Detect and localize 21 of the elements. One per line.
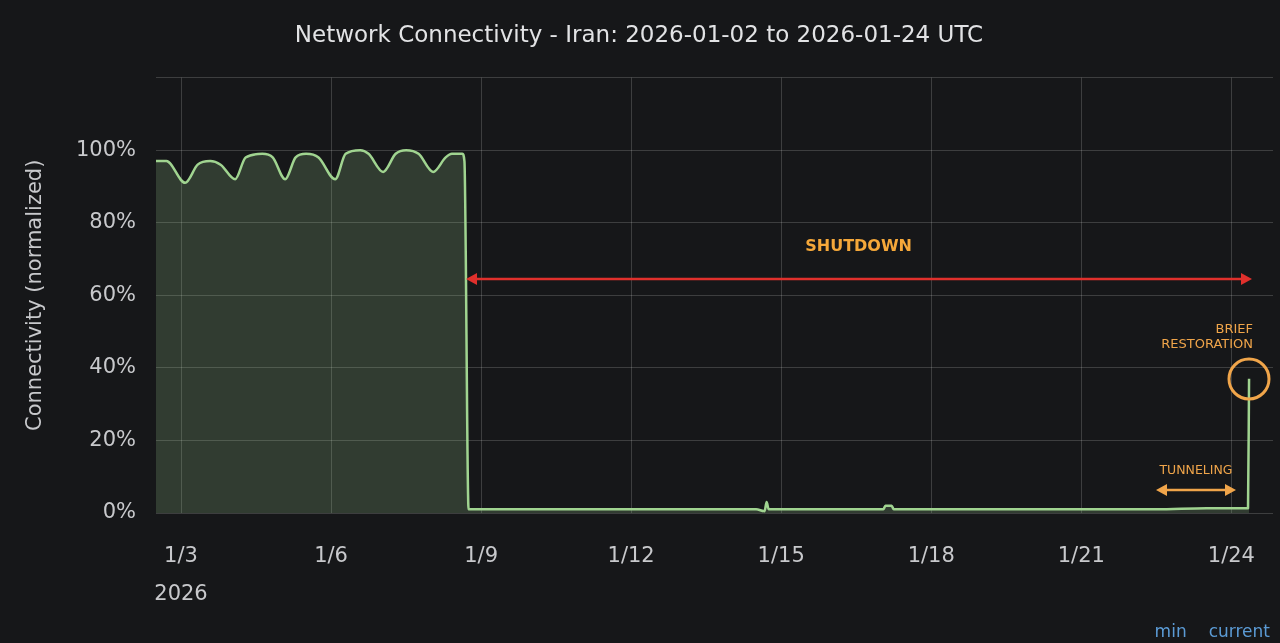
y-tick-label: 100% [75,136,136,161]
y-tick-label: 20% [89,426,136,451]
x-tick-label: 1/21 [1057,543,1105,568]
chart-title: Network Connectivity - Iran: 2026-01-02 to 2026-01-24 UTC [294,20,984,47]
y-tick-label: 60% [89,281,136,306]
y-tick-label: 80% [89,209,136,234]
y-tick-label: 40% [89,354,136,379]
annotation: SHUTDOWN [805,236,912,256]
annotation: BRIEF RESTORATION [1161,321,1254,352]
x-tick-label: 1/12 [607,543,655,568]
y-tick-label: 0% [102,499,136,524]
text: min [1154,621,1187,641]
x-tick-label: 1/24 [1207,543,1255,568]
x-tick-label: 1/3 2026 [154,543,208,605]
y-axis-title: Connectivity (normalized) [22,159,47,431]
x-tick-label: 1/15 [757,543,805,568]
text: current [1208,621,1271,641]
x-tick-label: 1/6 [314,543,348,568]
annotation: TUNNELING [1158,462,1233,478]
x-tick-label: 1/18 [907,543,955,568]
x-tick-label: 1/9 [464,543,498,568]
